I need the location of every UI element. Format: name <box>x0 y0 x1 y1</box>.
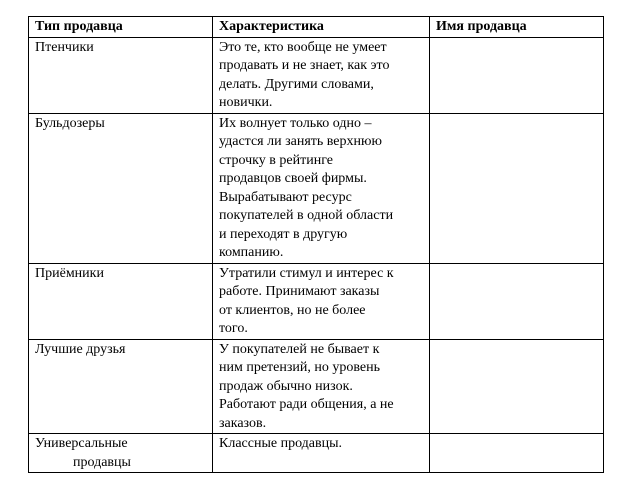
header-characteristic: Характеристика <box>212 16 430 38</box>
seller-type-cell: Универсальные продавцы <box>28 433 213 473</box>
seller-types-table: Тип продавца Характеристика Имя продавца… <box>28 16 604 473</box>
table-row: Приёмники Утратили стимул и интерес к рабо… <box>28 262 604 340</box>
seller-type-cell-line: Бульдозеры <box>35 115 105 131</box>
seller-name-cell[interactable] <box>429 338 604 434</box>
characteristic-cell-line: Вырабатывают ресурс <box>219 189 352 205</box>
characteristic-cell: Это те, кто вообще не умеет продавать и н… <box>212 36 430 114</box>
characteristic-cell: У покупателей не бывает к ним претензий, … <box>212 338 430 434</box>
characteristic-cell-line: Их волнует только одно – <box>219 115 372 131</box>
characteristic-cell-line: Работают ради общения, а не <box>219 397 394 412</box>
characteristic-cell-line: делать. Другими словами, <box>219 76 374 92</box>
characteristic-cell-line: покупателей в одной области <box>219 208 394 223</box>
seller-type-cell-line: Птенчики <box>35 39 94 55</box>
characteristic-cell-line: компанию. <box>219 245 284 260</box>
characteristic-cell-line: строчку в рейтинге <box>219 152 333 168</box>
characteristic-cell: Классные продавцы. <box>212 433 430 473</box>
characteristic-cell: Утратили стимул и интерес к работе. Прини… <box>212 262 430 340</box>
table-row: Птенчики Это те, кто вообще не умеет прода… <box>28 36 604 114</box>
characteristic-cell-line: Утратили стимул и интерес к <box>219 265 394 281</box>
characteristic-cell: Их волнует только одно – удастся ли занят… <box>212 112 430 264</box>
header-seller-name: Имя продавца <box>429 16 604 38</box>
seller-name-cell[interactable] <box>429 36 604 114</box>
seller-name-cell[interactable] <box>429 433 604 473</box>
characteristic-cell-line: У покупателей не бывает к <box>219 341 380 357</box>
characteristic-cell-line: новички. <box>219 95 273 110</box>
table-row: Лучшие друзья У покупателей не бывает к ни… <box>28 338 604 434</box>
seller-type-cell-line: Лучшие друзья <box>35 341 126 357</box>
characteristic-cell-line: работе. Принимают заказы <box>219 284 380 299</box>
characteristic-cell-line: и переходят в другую <box>219 226 348 242</box>
table-header-row: Тип продавца Характеристика Имя продавца <box>28 16 604 38</box>
characteristic-cell-line: Классные продавцы. <box>219 436 343 451</box>
seller-name-cell[interactable] <box>429 112 604 264</box>
characteristic-cell-line: продавцов своей фирмы. <box>219 171 367 186</box>
seller-type-cell-line: Приёмники <box>35 265 104 281</box>
seller-type-cell: Приёмники <box>28 262 213 340</box>
table-row: Универсальные продавцы Классные продавцы. <box>28 433 604 473</box>
seller-type-cell-line: Универсальные <box>35 436 128 451</box>
characteristic-cell-line: того. <box>219 321 248 336</box>
characteristic-cell-line: от клиентов, но не более <box>219 302 366 318</box>
header-seller-type: Тип продавца <box>28 16 213 38</box>
characteristic-cell-line: удастся ли занять верхнюю <box>219 134 382 149</box>
characteristic-cell-line: продавать и не знает, как это <box>219 58 390 73</box>
characteristic-cell-line: продаж обычно низок. <box>219 378 353 394</box>
table-row: Бульдозеры Их волнует только одно – удастс… <box>28 112 604 264</box>
seller-type-cell-line: продавцы <box>73 454 131 470</box>
seller-type-cell: Бульдозеры <box>28 112 213 264</box>
characteristic-cell-line: ним претензий, но уровень <box>219 360 380 375</box>
characteristic-cell-line: заказов. <box>219 415 267 431</box>
seller-type-cell: Лучшие друзья <box>28 338 213 434</box>
characteristic-cell-line: Это те, кто вообще не умеет <box>219 39 387 55</box>
seller-type-cell: Птенчики <box>28 36 213 114</box>
seller-name-cell[interactable] <box>429 262 604 340</box>
